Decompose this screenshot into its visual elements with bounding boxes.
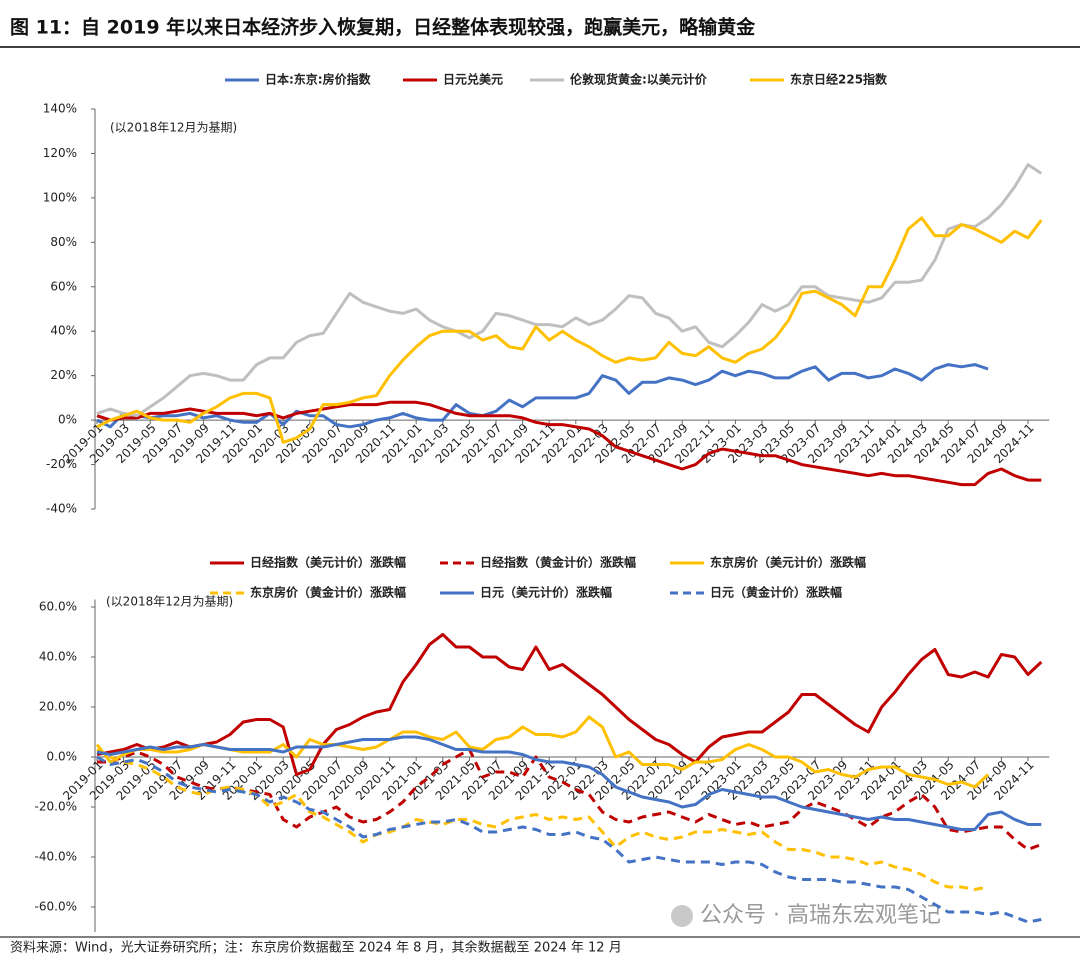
y-tick-label: 100% xyxy=(43,190,77,204)
series-line xyxy=(96,735,1042,831)
y-tick-label: 0.0% xyxy=(47,750,78,764)
y-tick-label: 20.0% xyxy=(39,700,77,714)
y-tick-label: -40.0% xyxy=(35,850,77,864)
series-line xyxy=(96,163,1043,418)
series-line xyxy=(96,363,989,429)
y-tick-label: 60% xyxy=(50,279,77,293)
y-tick-label: 0% xyxy=(58,413,77,427)
legend-label: 日元兑美元 xyxy=(443,72,503,87)
legend-label: 伦敦现货黄金:以美元计价 xyxy=(570,72,708,87)
y-tick-label: 40% xyxy=(50,324,77,338)
series-line xyxy=(96,400,1042,487)
series-line xyxy=(95,715,990,789)
series-line xyxy=(96,755,1042,924)
y-tick-label: 60.0% xyxy=(39,600,77,614)
watermark-icon xyxy=(671,905,693,927)
series-line xyxy=(96,633,1043,776)
series-line xyxy=(96,216,1043,444)
legend-label: 日经指数（美元计价）涨跌幅 xyxy=(250,555,406,570)
y-tick-label: 40.0% xyxy=(39,650,77,664)
y-tick-label: 20% xyxy=(50,368,77,382)
source-note: 资料来源：Wind，光大证券研究所；注：东京房价数据截至 2024 年 8 月，… xyxy=(10,940,622,956)
y-tick-label: 120% xyxy=(43,146,77,160)
y-tick-label: -40% xyxy=(46,502,77,516)
y-tick-label: 80% xyxy=(50,235,77,249)
legend-label: 日经指数（黄金计价）涨跌幅 xyxy=(480,555,636,570)
y-tick-label: 140% xyxy=(43,102,77,116)
legend-label: 东京房价（黄金计价）涨跌幅 xyxy=(250,585,406,600)
legend-label: 日元（黄金计价）涨跌幅 xyxy=(710,585,842,600)
figure-title: 图 11：自 2019 年以来日本经济步入恢复期，日经整体表现较强，跑赢美元，略… xyxy=(10,16,756,39)
legend-label: 东京房价（美元计价）涨跌幅 xyxy=(710,555,866,570)
annotation: (以2018年12月为基期) xyxy=(110,121,237,135)
watermark: 公众号 · 高瑞东宏观笔记 xyxy=(700,903,941,928)
legend-label: 日元（美元计价）涨跌幅 xyxy=(480,585,612,600)
y-tick-label: -20% xyxy=(46,457,77,471)
y-tick-label: -60.0% xyxy=(35,900,77,914)
legend-label: 东京日经225指数 xyxy=(790,72,888,87)
y-tick-label: -20.0% xyxy=(35,800,77,814)
legend-label: 日本:东京:房价指数 xyxy=(265,72,372,87)
annotation: (以2018年12月为基期) xyxy=(106,595,233,609)
